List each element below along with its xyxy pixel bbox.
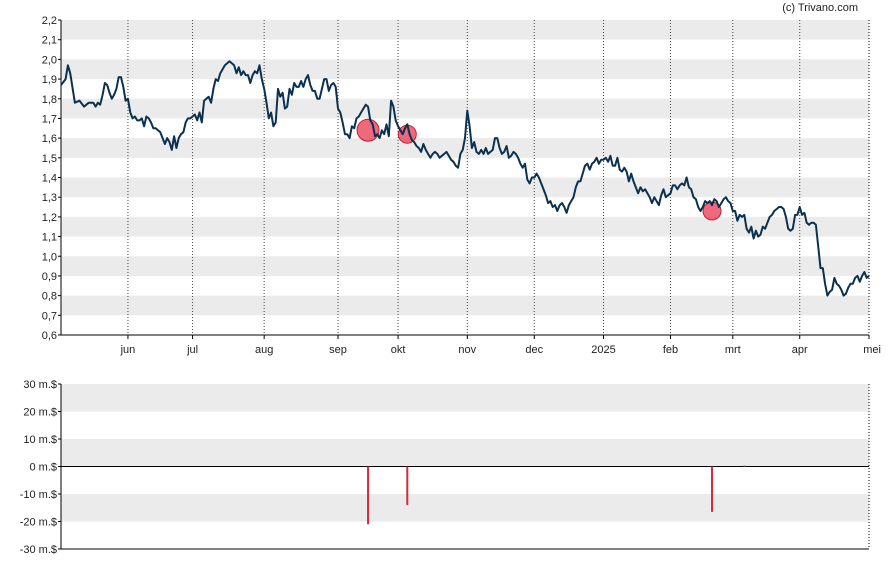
x-axis-tick-label: mei (863, 344, 881, 356)
volume-y-tick-label: -10 m.$ (20, 489, 57, 501)
price-grid-band (61, 295, 869, 316)
price-y-tick-label: 1,8 (42, 94, 57, 106)
volume-chart-panel: 30 m.$ 20 m.$ 10 m.$ 0 m.$ -10 m.$ -20 m.$ -30… (20, 379, 870, 556)
price-grid-band (61, 256, 869, 276)
price-y-tick-label: 0,6 (42, 330, 57, 342)
volume-bar (711, 466, 714, 512)
x-axis-tick-label: dec (525, 344, 543, 356)
volume-bar (406, 466, 409, 505)
insider-trade-marker (702, 201, 722, 221)
price-series-line (60, 60, 870, 297)
x-axis-tick-label: 2025 (591, 344, 615, 356)
price-y-tick-label: 1,5 (42, 153, 57, 165)
price-y-tick-label: 2,0 (42, 54, 57, 66)
price-grid-band (61, 216, 869, 237)
volume-y-tick-label: -30 m.$ (20, 544, 57, 556)
x-axis-tick-label: nov (458, 344, 476, 356)
price-grid-band (61, 59, 869, 80)
price-grid-band (61, 177, 869, 198)
x-axis-tick-label: aug (255, 344, 273, 356)
price-grid-band (61, 98, 869, 119)
x-axis-tick-label: apr (792, 344, 808, 356)
price-y-tick-label: 1,2 (42, 212, 57, 224)
insider-trade-marker (356, 118, 380, 142)
x-axis-tick-label: jul (186, 344, 198, 356)
volume-y-tick-label: -20 m.$ (20, 517, 57, 529)
price-chart-panel: 0,6 0,7 0,8 0,9 1,0 1,1 1,2 1,3 1,4 1,5 1,6 1,7 1,8 1… (42, 15, 881, 356)
copyright-label: (c) Trivano.com (782, 2, 858, 14)
price-y-tick-label: 2,1 (42, 35, 57, 47)
volume-grid-band (61, 384, 869, 412)
price-y-tick-label: 2,2 (42, 15, 57, 27)
price-grid-band (61, 138, 869, 158)
volume-grid-band (61, 439, 869, 467)
price-y-tick-label: 1,3 (42, 192, 57, 204)
price-y-tick-label: 0,7 (42, 310, 57, 322)
price-y-tick-label: 1,4 (42, 173, 57, 185)
volume-bar (743, 465, 746, 467)
volume-y-tick-label: 30 m.$ (23, 379, 57, 391)
price-grid-band (61, 20, 869, 40)
volume-bar (367, 466, 370, 525)
x-axis-tick-label: feb (663, 344, 678, 356)
volume-y-tick-label: 0 m.$ (29, 462, 57, 474)
x-axis-tick-label: mrt (725, 344, 741, 356)
price-y-tick-label: 1,9 (42, 74, 57, 86)
price-y-tick-label: 1,7 (42, 113, 57, 125)
volume-y-tick-label: 20 m.$ (23, 407, 57, 419)
volume-y-tick-label: 10 m.$ (23, 434, 57, 446)
price-y-tick-label: 1,1 (42, 232, 57, 244)
x-axis-tick-label: sep (329, 344, 347, 356)
price-y-tick-label: 1,0 (42, 251, 57, 263)
volume-grid-band (61, 494, 869, 522)
price-y-tick-label: 0,8 (42, 291, 57, 303)
price-y-tick-label: 1,6 (42, 133, 57, 145)
x-axis-tick-label: okt (391, 344, 406, 356)
price-y-tick-label: 0,9 (42, 271, 57, 283)
x-axis-tick-label: jun (120, 344, 136, 356)
